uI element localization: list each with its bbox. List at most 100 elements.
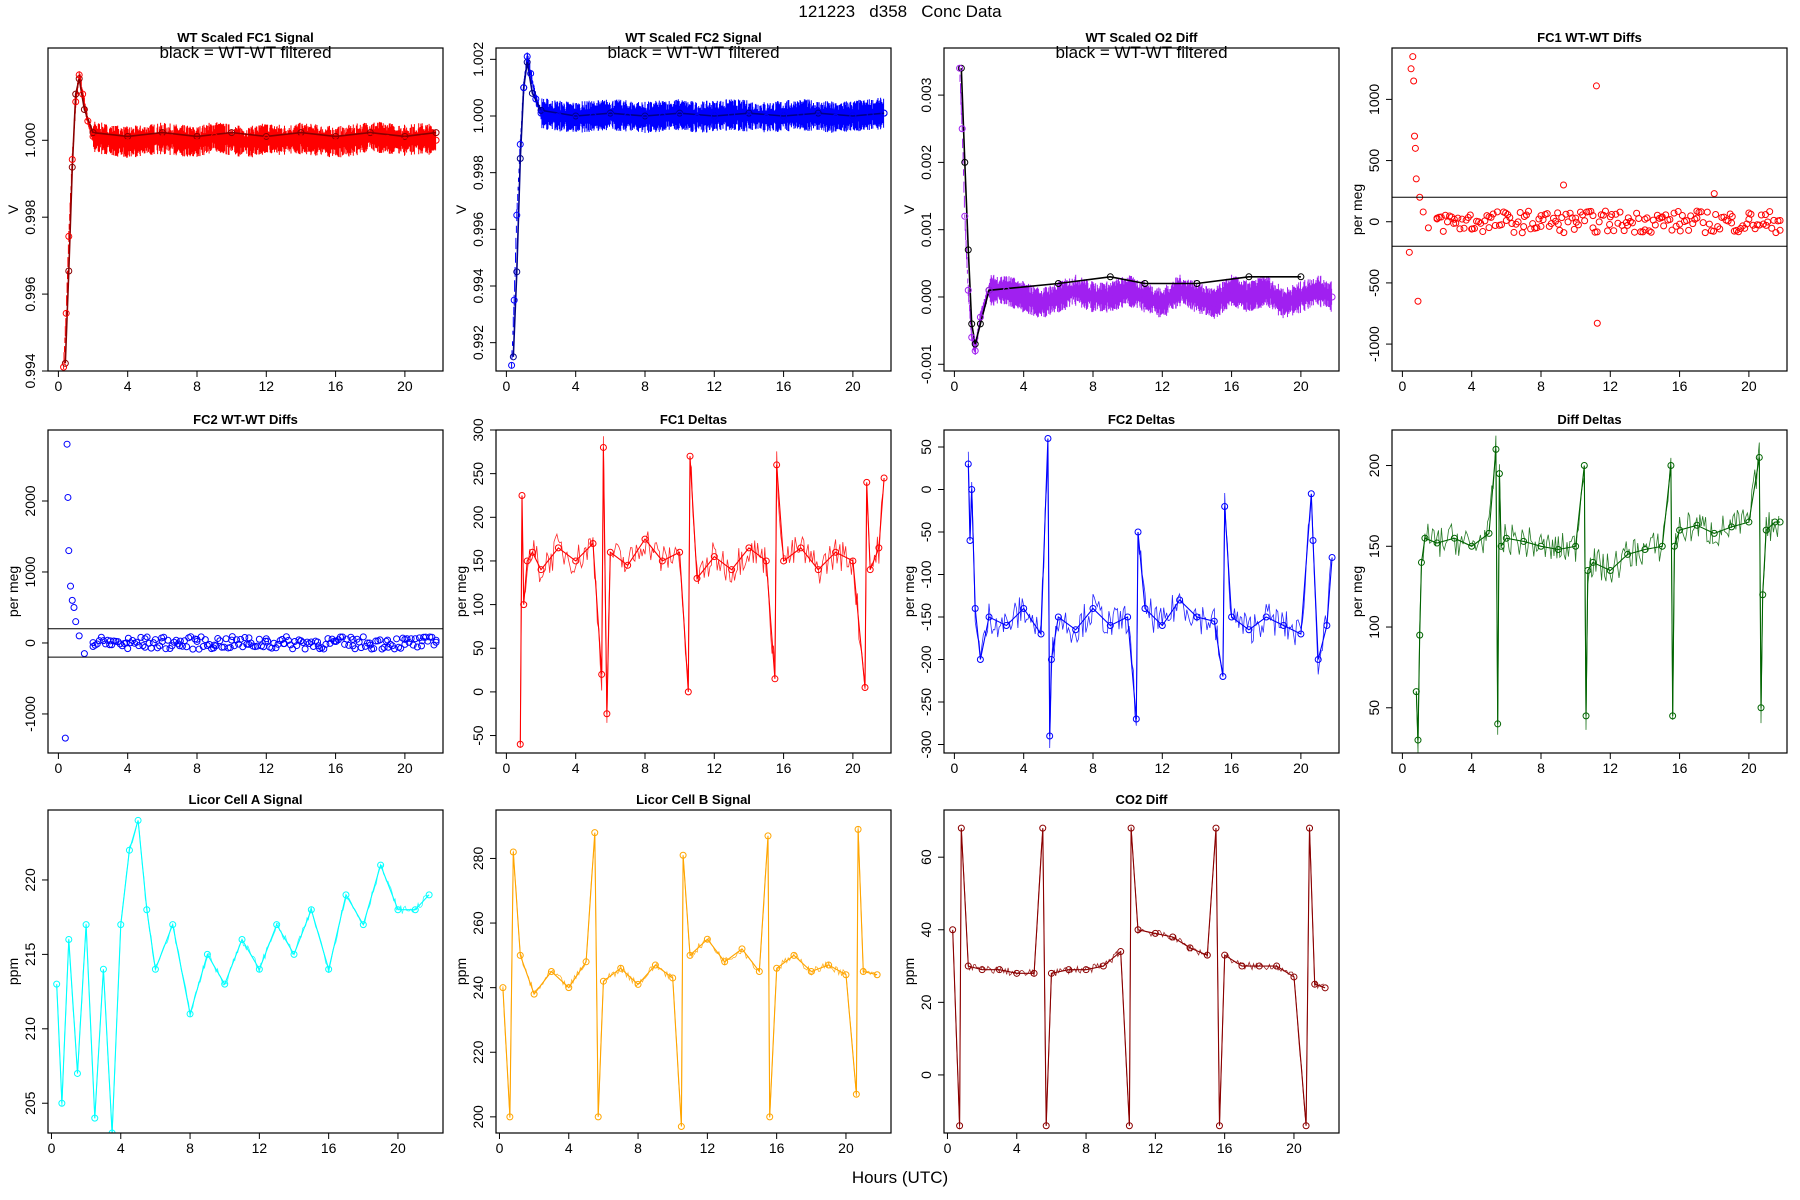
filtered-point bbox=[961, 158, 969, 166]
x-tick-label: 8 bbox=[634, 1140, 642, 1156]
data-point bbox=[1669, 712, 1677, 720]
x-tick-label: 12 bbox=[1603, 378, 1619, 394]
data-point bbox=[537, 566, 545, 574]
data-point bbox=[1520, 223, 1528, 231]
cloud-point bbox=[270, 639, 278, 647]
data-point bbox=[1311, 980, 1319, 988]
data-point bbox=[238, 935, 246, 943]
x-tick-label: 4 bbox=[1468, 378, 1476, 394]
data-point bbox=[572, 557, 580, 565]
filtered-point bbox=[1141, 280, 1149, 288]
noise-trace bbox=[1415, 435, 1780, 753]
x-tick-label: 8 bbox=[1537, 760, 1545, 776]
cloud-point bbox=[424, 637, 432, 645]
cloud-point bbox=[282, 633, 290, 641]
data-point bbox=[1414, 736, 1422, 744]
x-tick-label: 12 bbox=[707, 760, 723, 776]
y-tick-label: 50 bbox=[1366, 700, 1382, 716]
data-point bbox=[790, 951, 798, 959]
data-point bbox=[1047, 969, 1055, 977]
cloud-point bbox=[1456, 225, 1464, 233]
cloud-point bbox=[1751, 225, 1759, 233]
licor-cell-b-panel: Licor Cell B Signal ppm 0 4 8 12 16 20 200 220 240… bbox=[453, 792, 892, 1156]
cloud-point bbox=[1643, 214, 1651, 222]
data-point bbox=[565, 984, 573, 992]
cloud-point bbox=[139, 642, 147, 650]
data-point bbox=[1215, 1122, 1223, 1130]
data-point bbox=[1002, 622, 1010, 629]
y-tick-label: 0 bbox=[470, 688, 486, 696]
cloud-point bbox=[1535, 215, 1543, 223]
data-point bbox=[1134, 528, 1142, 536]
cloud-point bbox=[1768, 224, 1776, 232]
cloud-point bbox=[1762, 211, 1770, 219]
cloud-point bbox=[1759, 220, 1767, 228]
data-point bbox=[606, 548, 614, 556]
data-point bbox=[134, 816, 142, 824]
cloud-point bbox=[1705, 220, 1713, 228]
plot-area bbox=[48, 440, 443, 742]
plot-area bbox=[1412, 435, 1784, 753]
data-point bbox=[658, 112, 666, 120]
y-tick-label: 200 bbox=[470, 505, 486, 529]
panel-annotation: black = WT-WT filtered bbox=[607, 43, 779, 62]
data-point bbox=[634, 980, 642, 988]
cloud-point bbox=[1672, 222, 1680, 230]
panel-title: FC1 WT-WT Diffs bbox=[1537, 30, 1642, 45]
x-tick-label: 12 bbox=[1148, 1140, 1164, 1156]
data-point bbox=[1693, 521, 1701, 529]
data-point bbox=[807, 968, 815, 975]
data-point bbox=[849, 557, 857, 565]
data-point bbox=[221, 980, 229, 988]
y-tick-label: -1000 bbox=[1366, 326, 1382, 362]
cloud-point bbox=[347, 633, 355, 641]
data-point bbox=[693, 574, 701, 582]
cloud-point bbox=[407, 635, 415, 643]
data-point bbox=[1082, 966, 1090, 974]
plot-area bbox=[949, 824, 1329, 1130]
cloud-point bbox=[382, 637, 390, 645]
filtered-point bbox=[75, 75, 83, 83]
y-tick-label: -300 bbox=[918, 730, 934, 758]
data-point bbox=[1670, 542, 1678, 550]
y-tick-label: -0.001 bbox=[918, 344, 934, 384]
data-point bbox=[1212, 824, 1220, 832]
data-point bbox=[684, 688, 692, 696]
y-tick-label: 60 bbox=[918, 849, 934, 865]
data-point bbox=[1106, 622, 1114, 629]
cloud-point bbox=[222, 635, 230, 643]
x-tick-label: 4 bbox=[1013, 1140, 1021, 1156]
cloud-point bbox=[1537, 222, 1545, 230]
cloud-point bbox=[326, 639, 334, 647]
cloud-point bbox=[336, 633, 344, 641]
y-tick-label: 100 bbox=[470, 593, 486, 617]
cloud-point bbox=[1724, 217, 1732, 225]
x-tick-label: 20 bbox=[845, 760, 861, 776]
data-point bbox=[582, 958, 590, 966]
cloud-point bbox=[1543, 210, 1551, 218]
data-point bbox=[1314, 656, 1322, 663]
cloud-point bbox=[1628, 219, 1636, 227]
cloud-point bbox=[1487, 213, 1495, 221]
plot-frame bbox=[495, 47, 892, 372]
cloud-point bbox=[1687, 212, 1695, 220]
data-point bbox=[842, 971, 850, 979]
co2-diff-panel: CO2 Diff ppm 0 4 8 12 16 20 0 20 40 60 bbox=[901, 792, 1340, 1156]
data-point bbox=[332, 138, 340, 146]
data-point bbox=[1328, 554, 1336, 561]
cloud-point bbox=[124, 634, 132, 642]
cloud-point bbox=[1647, 228, 1655, 236]
data-point bbox=[1245, 293, 1253, 301]
cloud-point bbox=[386, 640, 394, 648]
cloud-point bbox=[1497, 221, 1505, 229]
x-tick-label: 16 bbox=[328, 760, 344, 776]
data-point bbox=[1412, 175, 1420, 183]
cloud-point bbox=[376, 636, 384, 644]
y-tick-label: 0.996 bbox=[470, 212, 486, 247]
x-tick-label: 16 bbox=[321, 1140, 337, 1156]
data-point bbox=[1158, 622, 1166, 629]
data-point bbox=[594, 1113, 602, 1121]
y-tick-label: 0.996 bbox=[22, 276, 38, 311]
data-point bbox=[255, 965, 263, 973]
